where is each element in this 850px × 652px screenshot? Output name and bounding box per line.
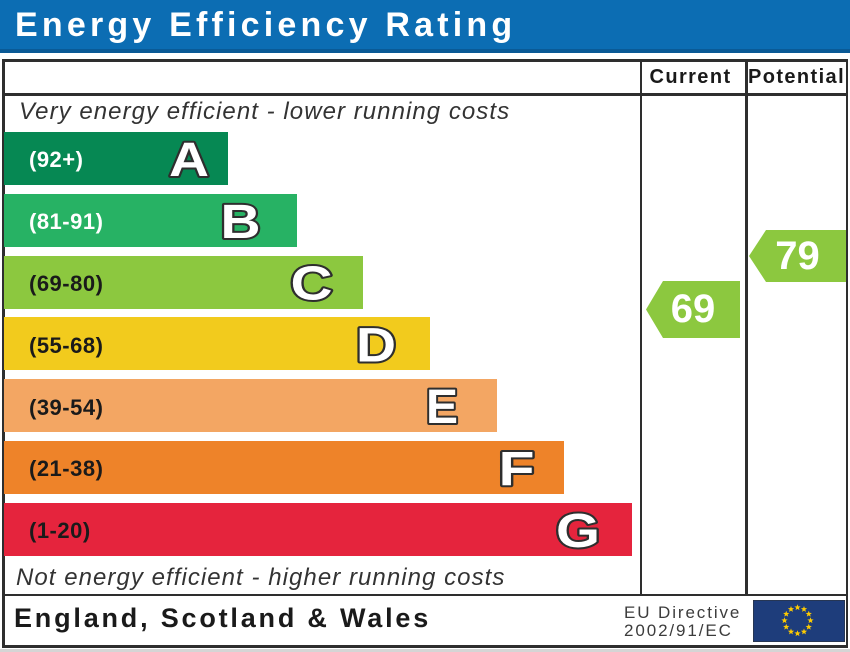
svg-text:D: D [356, 319, 396, 372]
svg-text:G: G [556, 505, 600, 558]
svg-text:F: F [499, 443, 535, 496]
svg-text:C: C [291, 258, 333, 311]
svg-text:E: E [426, 381, 458, 434]
svg-text:A: A [169, 134, 209, 187]
svg-text:B: B [221, 196, 261, 249]
